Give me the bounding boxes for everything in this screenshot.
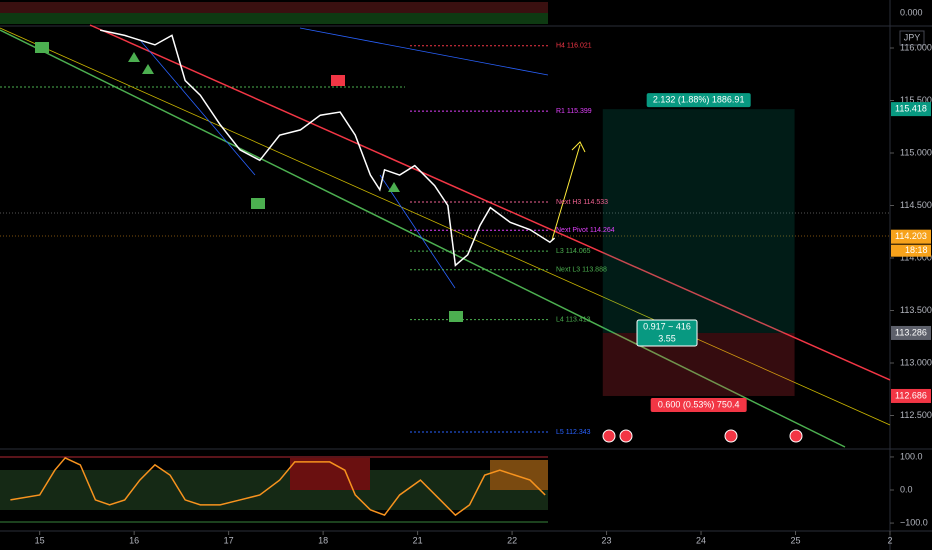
y-tick-label: 114.000: [900, 252, 932, 262]
oscillator-band: [0, 470, 548, 510]
signal-marker: [331, 75, 345, 86]
trend-line: [0, 27, 891, 426]
projection-arrow: [551, 144, 581, 241]
countdown: 18:18: [905, 245, 928, 255]
event-marker[interactable]: [602, 429, 616, 443]
y-tick-label: 116.000: [900, 42, 932, 52]
price-tag-label: 112.686: [895, 390, 927, 400]
x-tick-label: 25: [791, 535, 801, 545]
signal-marker: [388, 182, 400, 192]
target-label-box: [646, 93, 751, 108]
x-tick-label: 21: [413, 535, 423, 545]
x-tick-label: 2: [887, 535, 892, 545]
top-indicator-value: 0.000: [900, 7, 923, 17]
price-tag-label: 115.418: [895, 103, 927, 113]
x-tick-label: 17: [224, 535, 234, 545]
x-tick-label: 23: [602, 535, 612, 545]
pivot-label: L4 113.413: [556, 316, 591, 323]
price-tag-label: 113.286: [895, 327, 927, 337]
x-tick-label: 18: [318, 535, 328, 545]
pivot-label: L5 112.343: [556, 429, 591, 436]
y-tick-label: 115.000: [900, 147, 932, 157]
entry-label: 0.917 ~ 416: [643, 321, 691, 331]
signal-marker: [142, 64, 154, 74]
pivot-label: Next L3 113.888: [556, 267, 607, 274]
y-tick-label: 0.0: [900, 484, 913, 494]
event-marker[interactable]: [789, 429, 803, 443]
indicator-strip: [0, 13, 548, 24]
series-line: [10, 457, 546, 517]
y-tick-label: 113.000: [900, 357, 932, 367]
oscillator-band: [290, 458, 370, 490]
event-marker[interactable]: [724, 429, 738, 443]
y-tick-label: −100.0: [900, 517, 928, 527]
event-marker[interactable]: [619, 429, 633, 443]
price-tag: [891, 325, 931, 340]
y-tick-label: 100.0: [900, 451, 923, 461]
price-tag-label: 114.203: [895, 231, 927, 241]
stop-label-box: [650, 397, 747, 412]
pivot-label: L3 114.065: [556, 248, 591, 255]
trend-line: [299, 27, 549, 76]
currency: JPY: [904, 32, 921, 42]
y-tick-label: 114.500: [900, 200, 932, 210]
price-tag: [891, 388, 931, 403]
trend-line: [139, 39, 256, 176]
trend-line: [379, 174, 456, 289]
price-tag: [891, 229, 931, 244]
signal-marker: [449, 311, 463, 322]
y-tick-label: 112.500: [900, 410, 932, 420]
y-tick-label: 115.500: [900, 95, 932, 105]
loss-zone: [602, 332, 795, 396]
price-tag: [891, 102, 931, 117]
target-label: 2.132 (1.88%) 1886.91: [653, 94, 745, 104]
countdown-box: [891, 244, 931, 257]
x-tick-label: 16: [129, 535, 139, 545]
signal-marker: [35, 42, 49, 53]
stop-label: 0.600 (0.53%) 750.4: [658, 399, 740, 409]
signal-marker: [128, 52, 140, 62]
projection-arrow: [571, 141, 586, 153]
pivot-label: R1 115.399: [556, 108, 592, 115]
entry-label: 3.55: [658, 333, 676, 343]
x-tick-label: 24: [696, 535, 706, 545]
series-line: [99, 29, 556, 267]
pivot-label: Next H3 114.533: [556, 199, 608, 206]
signal-marker: [251, 198, 265, 209]
x-tick-label: 22: [507, 535, 517, 545]
y-tick-label: 113.500: [900, 305, 932, 315]
pivot-label: Next Pivot 114.264: [556, 227, 615, 234]
x-tick-label: 15: [35, 535, 45, 545]
currency-box: [899, 30, 925, 46]
oscillator-band: [490, 460, 548, 490]
pivot-label: H4 116.021: [556, 43, 592, 50]
entry-label-box: [636, 319, 698, 347]
profit-zone: [602, 109, 795, 333]
